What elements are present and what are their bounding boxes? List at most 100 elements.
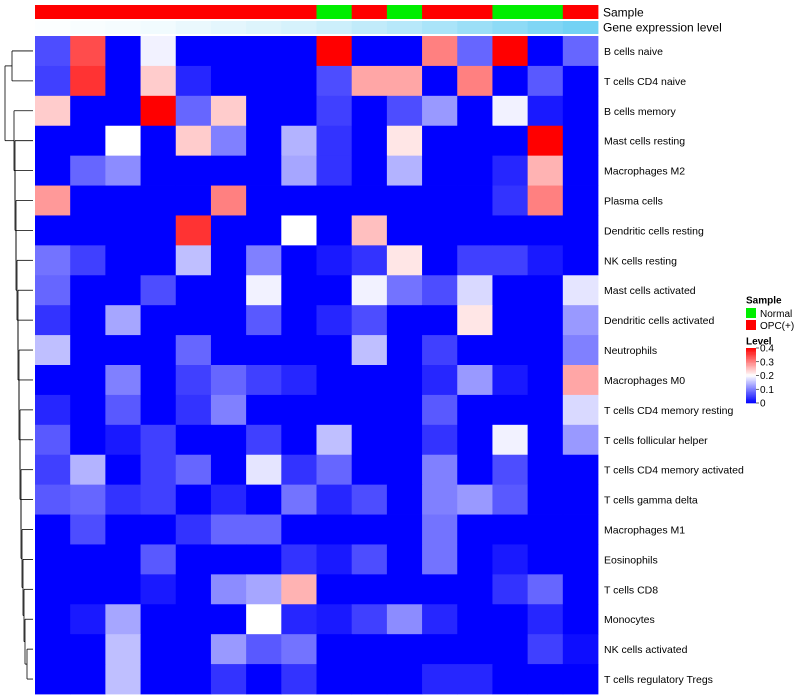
heatmap-cell bbox=[386, 484, 423, 515]
heatmap-cell bbox=[422, 335, 458, 366]
heatmap-cell bbox=[422, 604, 458, 635]
heatmap-cell bbox=[316, 514, 353, 545]
heatmap-cell bbox=[351, 544, 388, 575]
legend-gradient-step bbox=[746, 389, 756, 391]
row-label: Macrophages M1 bbox=[604, 525, 685, 537]
heatmap-cell bbox=[527, 36, 564, 67]
heatmap-cell bbox=[246, 65, 282, 97]
heatmap-cell bbox=[422, 634, 458, 665]
heatmap-cell bbox=[70, 604, 106, 635]
heatmap-cell bbox=[562, 245, 599, 276]
expression-level-cell bbox=[527, 21, 564, 34]
heatmap-cell bbox=[562, 484, 599, 515]
heatmap-cell bbox=[281, 245, 317, 276]
legend-gradient-step bbox=[746, 364, 756, 367]
expression-level-cell bbox=[492, 21, 529, 34]
heatmap-cell bbox=[35, 365, 71, 396]
heatmap-cell bbox=[281, 185, 317, 216]
heatmap-cell bbox=[457, 394, 493, 426]
heatmap-cell bbox=[70, 185, 106, 216]
legend-gradient-step bbox=[746, 359, 756, 361]
heatmap-cell bbox=[492, 514, 529, 545]
heatmap-cell bbox=[386, 275, 423, 306]
heatmap-cell bbox=[175, 604, 212, 635]
heatmap-cell bbox=[527, 335, 564, 366]
heatmap-cell bbox=[105, 664, 141, 695]
heatmap-cell bbox=[457, 155, 493, 186]
legend-gradient-step bbox=[746, 357, 756, 360]
heatmap-cell bbox=[175, 394, 212, 426]
sample-annotation-bar bbox=[35, 5, 599, 19]
heatmap-cell bbox=[492, 604, 529, 635]
row-label: T cells CD8 bbox=[604, 584, 658, 596]
heatmap-cell bbox=[527, 544, 564, 575]
heatmap-cell bbox=[35, 604, 71, 635]
legend-gradient-step bbox=[746, 383, 756, 386]
heatmap-cell bbox=[140, 95, 177, 127]
heatmap-cell bbox=[246, 305, 282, 336]
heatmap-cell bbox=[70, 36, 106, 67]
row-label: T cells regulatory Tregs bbox=[604, 674, 713, 686]
heatmap-cell bbox=[140, 215, 177, 246]
heatmap-cell bbox=[140, 275, 177, 306]
heatmap-cell bbox=[246, 215, 282, 246]
legend-gradient-step bbox=[746, 361, 756, 364]
heatmap-cell bbox=[140, 484, 177, 515]
heatmap-cell bbox=[351, 634, 388, 665]
row-label: Macrophages M2 bbox=[604, 166, 685, 178]
heatmap-cell bbox=[281, 424, 317, 456]
heatmap-cell bbox=[281, 664, 317, 695]
sample-annotation-cell bbox=[316, 5, 353, 19]
heatmap-cell bbox=[210, 65, 247, 97]
heatmap-cell bbox=[140, 65, 177, 97]
sample-annotation-cell bbox=[246, 5, 282, 19]
legend-gradient-step bbox=[746, 363, 756, 365]
legend-gradient-step bbox=[746, 348, 756, 350]
heatmap-cell bbox=[246, 125, 282, 157]
heatmap-cell bbox=[457, 335, 493, 366]
legend-gradient-step bbox=[746, 350, 756, 353]
legend-gradient-step bbox=[746, 397, 756, 400]
heatmap-cell bbox=[35, 514, 71, 545]
expression-level-cell bbox=[210, 21, 247, 34]
heatmap-cell bbox=[527, 155, 564, 186]
heatmap-cell bbox=[386, 95, 423, 127]
heatmap-cell bbox=[457, 664, 493, 695]
heatmap-cell bbox=[35, 305, 71, 336]
heatmap-cell bbox=[35, 95, 71, 127]
heatmap-cell bbox=[351, 36, 388, 67]
heatmap-cell bbox=[457, 514, 493, 545]
heatmap-cell bbox=[140, 574, 177, 605]
sample-annotation-cell bbox=[210, 5, 247, 19]
heatmap-cell bbox=[562, 125, 599, 157]
heatmap-cell bbox=[105, 514, 141, 545]
heatmap-cell bbox=[562, 65, 599, 97]
heatmap-cell bbox=[316, 664, 353, 695]
legend-level-ticks: 0.4 0.3 0.2 0.1 0 bbox=[756, 344, 774, 410]
heatmap-cell bbox=[351, 65, 388, 97]
heatmap-cell bbox=[386, 365, 423, 396]
legend-gradient-step bbox=[746, 354, 756, 357]
heatmap-cell bbox=[246, 634, 282, 665]
heatmap-cell bbox=[457, 484, 493, 515]
row-label: Monocytes bbox=[604, 614, 655, 626]
row-label: B cells naive bbox=[604, 46, 663, 58]
heatmap-cell bbox=[210, 365, 247, 396]
heatmap-cell bbox=[316, 125, 353, 157]
heatmap-cell bbox=[527, 125, 564, 157]
heatmap-cell bbox=[105, 185, 141, 216]
heatmap-cell bbox=[316, 95, 353, 127]
heatmap-cell bbox=[70, 574, 106, 605]
row-label: T cells CD4 memory resting bbox=[604, 405, 733, 417]
heatmap-cell bbox=[316, 544, 353, 575]
row-label: Eosinophils bbox=[604, 554, 658, 566]
heatmap-cell bbox=[422, 95, 458, 127]
heatmap-cell bbox=[492, 424, 529, 456]
heatmap-cell bbox=[351, 305, 388, 336]
row-label: NK cells resting bbox=[604, 255, 677, 267]
heatmap-cell bbox=[35, 454, 71, 486]
heatmap-cell bbox=[175, 335, 212, 366]
heatmap-cell bbox=[70, 215, 106, 246]
heatmap-cell bbox=[492, 125, 529, 157]
